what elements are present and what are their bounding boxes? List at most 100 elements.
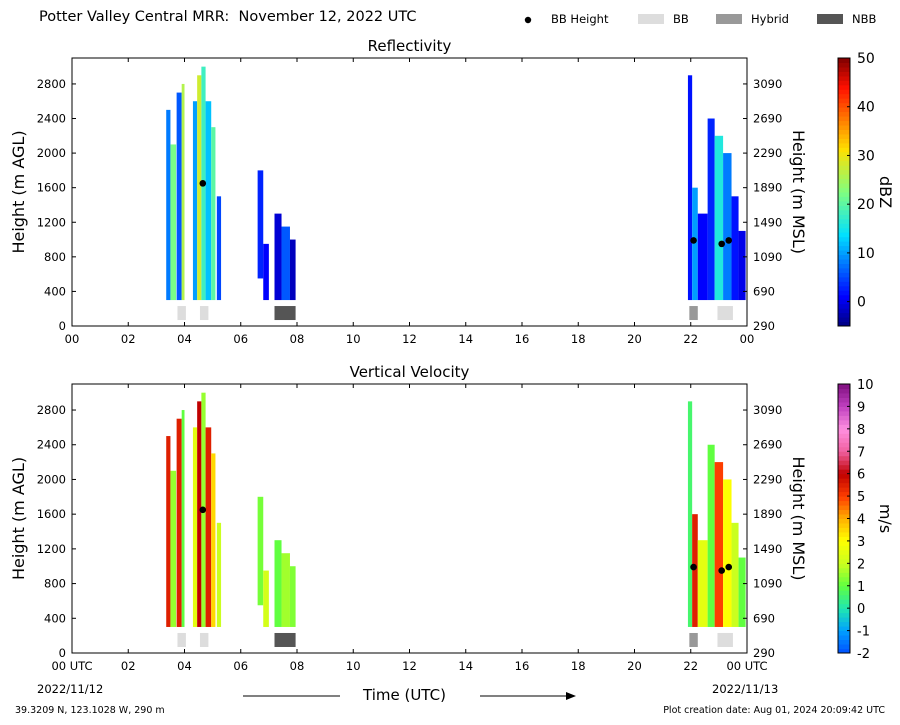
colorbar-segment <box>838 410 850 416</box>
legend-nbb-swatch <box>817 14 843 24</box>
colorbar-segment <box>838 303 850 309</box>
colorbar-segment <box>838 214 850 220</box>
echo-column <box>216 196 222 301</box>
colorbar-segment <box>838 236 850 242</box>
colorbar-segment <box>838 612 850 618</box>
colorbar-segment <box>838 129 850 135</box>
band-marker-hybrid <box>689 306 698 321</box>
panel-title: Reflectivity <box>368 37 452 55</box>
colorbar-tick-label: 5 <box>857 490 865 505</box>
colorbar-segment <box>838 281 850 287</box>
colorbar-segment <box>838 107 850 113</box>
footer-location: 39.3209 N, 123.1028 W, 290 m <box>15 705 165 716</box>
colorbar-segment <box>838 196 850 202</box>
echo-column <box>738 557 746 627</box>
colorbar-tick-label: 2 <box>857 557 865 572</box>
colorbar-segment <box>838 71 850 77</box>
colorbar-segment <box>838 321 850 327</box>
band-marker-bb <box>717 306 733 321</box>
colorbar-segment <box>838 259 850 264</box>
start-date-label: 2022/11/12 <box>37 682 104 696</box>
colorbar-tick-label: 50 <box>857 51 875 67</box>
echo-column <box>263 570 269 627</box>
x-tick-label: 00 <box>740 332 755 346</box>
colorbar-segment <box>838 267 850 273</box>
colorbar-segment <box>838 227 850 233</box>
echo-column <box>257 496 264 606</box>
colorbar-tick-label: 20 <box>857 197 875 213</box>
colorbar-segment <box>838 75 850 81</box>
colorbar-segment <box>838 576 850 582</box>
x-tick-label: 00 UTC <box>726 659 767 673</box>
echo-column <box>166 436 171 627</box>
colorbar-segment <box>838 572 850 578</box>
colorbar-segment <box>838 415 850 421</box>
echo-column <box>211 127 216 301</box>
band-marker-hybrid <box>689 632 698 647</box>
colorbar-frame <box>837 57 851 327</box>
y-tick-label: 2000 <box>37 472 66 486</box>
colorbar-segment <box>838 290 850 296</box>
legend-label-nbb: NBB <box>852 12 877 26</box>
colorbar-segment <box>838 276 850 282</box>
colorbar-segment <box>838 384 850 389</box>
colorbar-tick-label: 8 <box>857 423 865 438</box>
colorbar-segment <box>838 473 850 479</box>
echo-column <box>170 470 177 627</box>
y2-tick-label: 1490 <box>753 215 782 229</box>
colorbar-segment <box>838 232 850 238</box>
colorbar-segment <box>838 165 850 171</box>
y2-tick-label: 1890 <box>753 181 782 195</box>
x-tick-label: 06 <box>233 659 248 673</box>
x-tick-label: 00 UTC <box>51 659 92 673</box>
x-tick-label: 18 <box>571 659 586 673</box>
colorbar-segment <box>838 482 850 488</box>
echo-column <box>723 153 732 301</box>
colorbar-segment <box>838 518 850 524</box>
colorbar-segment <box>838 263 850 269</box>
echo-column <box>697 213 708 301</box>
colorbar-segment <box>838 437 850 443</box>
echo-column <box>211 453 216 627</box>
echo-column <box>274 213 282 301</box>
echo-column <box>687 75 693 301</box>
colorbar-segment <box>838 317 850 323</box>
colorbar-segment <box>838 299 850 305</box>
x-tick-label: 10 <box>346 659 361 673</box>
colorbar-segment <box>838 536 850 542</box>
x-tick-label: 06 <box>233 332 248 346</box>
colorbar-segment <box>838 250 850 256</box>
colorbar-segment <box>838 478 850 484</box>
echo-column <box>738 230 746 301</box>
y2-axis-label: Height (m MSL) <box>789 456 808 580</box>
colorbar-segment <box>838 496 850 502</box>
colorbar-segment <box>838 254 850 260</box>
y-tick-label: 0 <box>59 319 66 333</box>
colorbar-segment <box>838 590 850 596</box>
y-tick-label: 800 <box>44 577 66 591</box>
colorbar-segment <box>838 442 850 448</box>
y2-tick-label: 290 <box>753 646 775 660</box>
colorbar-segment <box>838 585 850 591</box>
y-tick-label: 0 <box>59 646 66 660</box>
colorbar-tick-label: -1 <box>857 625 870 640</box>
colorbar-segment <box>838 241 850 247</box>
colorbar-segment <box>838 563 850 569</box>
echo-column <box>714 135 724 301</box>
colorbar-segment <box>838 608 850 614</box>
x-tick-label: 12 <box>402 332 417 346</box>
colorbar-segment <box>838 514 850 519</box>
echo-column <box>289 239 296 301</box>
time-arrow-head <box>566 692 576 700</box>
y-axis-label: Height (m AGL) <box>9 130 28 253</box>
x-tick-label: 22 <box>683 659 698 673</box>
bb-height-point <box>725 563 733 571</box>
colorbar-tick-label: 7 <box>857 445 865 460</box>
colorbar-segment <box>838 156 850 162</box>
echo-column <box>192 427 198 627</box>
colorbar-segment <box>838 603 850 609</box>
bb-height-point <box>690 237 697 244</box>
colorbar-segment <box>838 308 850 314</box>
echo-column <box>707 444 715 627</box>
